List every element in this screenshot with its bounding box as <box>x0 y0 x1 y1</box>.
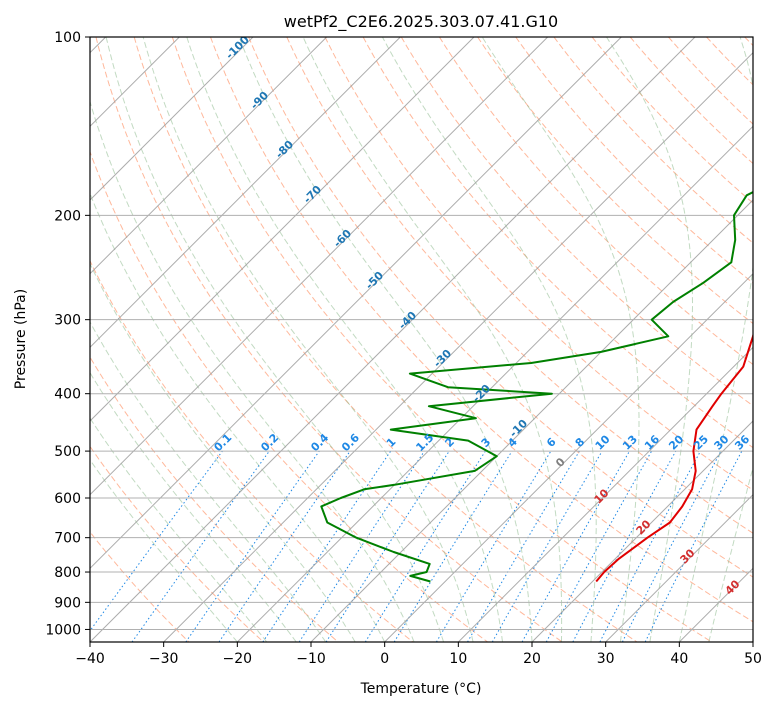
moist-adiabat <box>90 417 268 642</box>
dry-adiabat <box>477 37 753 325</box>
moist-adiabat <box>678 37 753 642</box>
plot-frame <box>89 36 754 643</box>
moist-adiabat <box>142 37 474 642</box>
isotherm <box>90 37 254 201</box>
x-tick-label: 30 <box>597 651 615 667</box>
mixing-ratio-line <box>325 450 450 642</box>
dry-adiabat <box>591 37 753 204</box>
isotherm <box>310 199 753 642</box>
y-tick-label: 100 <box>54 30 81 46</box>
y-tick-label: 800 <box>54 565 81 581</box>
y-tick-label: 1000 <box>45 622 81 638</box>
y-tick-label: 600 <box>54 491 81 507</box>
isotherm <box>90 37 401 349</box>
dry-adiabat <box>95 37 563 642</box>
x-axis-label: Temperature (°C) <box>360 681 482 697</box>
y-tick-label: 500 <box>54 444 81 460</box>
background-lines <box>90 37 753 642</box>
isotherm <box>531 420 753 642</box>
dry-adiabat <box>629 37 753 165</box>
dry-adiabat <box>248 37 753 578</box>
moist-adiabat <box>90 459 238 642</box>
isotherm <box>90 37 549 496</box>
dry-adiabat <box>90 445 264 642</box>
dry-adiabat <box>210 37 753 623</box>
dry-adiabat <box>515 37 753 284</box>
dry-adiabat <box>438 37 753 366</box>
mixing-ratio-line <box>545 450 653 642</box>
y-axis: 1000 900 800 700 600 500 400 300 200 100 <box>45 30 90 638</box>
dry-adiabat <box>171 37 712 642</box>
isotherm <box>457 346 753 642</box>
mixing-ratio-line <box>298 450 425 642</box>
x-tick-label: 50 <box>744 651 762 667</box>
y-axis-label: Pressure (hPa) <box>13 289 29 389</box>
isotherm <box>605 493 753 642</box>
x-tick-label: 20 <box>523 651 541 667</box>
y-tick-label: 900 <box>54 595 81 611</box>
dry-adiabat <box>362 37 753 449</box>
temperature-line <box>595 332 753 583</box>
mixing-ratio-line <box>90 450 223 632</box>
isotherm <box>90 37 328 275</box>
moist-adiabat <box>481 37 640 642</box>
sounding-series <box>320 191 753 583</box>
moist-adiabat <box>381 37 597 642</box>
x-tick-label: 0 <box>380 651 389 667</box>
dry-adiabat <box>90 356 339 642</box>
dry-adiabat <box>400 37 753 407</box>
y-tick-label: 400 <box>54 387 81 403</box>
mixing-ratio-line <box>218 450 351 642</box>
moist-adiabat <box>302 37 563 642</box>
mixing-ratio-line <box>185 450 320 642</box>
mixing-ratio-line <box>262 450 392 642</box>
isotherm <box>236 125 753 642</box>
x-tick-label: −20 <box>223 651 253 667</box>
x-tick-label: 10 <box>449 651 467 667</box>
mixing-ratio-line <box>521 450 630 642</box>
x-tick-label: −40 <box>75 651 105 667</box>
isotherm <box>90 37 475 422</box>
x-tick-label: −30 <box>149 651 179 667</box>
x-tick-label: 40 <box>670 651 688 667</box>
dry-adiabat <box>90 259 414 642</box>
isotherm <box>384 272 753 642</box>
isotherm <box>163 51 753 642</box>
mixing-ratio-line <box>393 450 513 642</box>
dewpoint-line <box>320 191 753 583</box>
dry-adiabat <box>90 531 190 642</box>
x-tick-label: −10 <box>296 651 326 667</box>
y-tick-label: 200 <box>54 208 81 224</box>
mixing-ratio-line <box>644 450 743 642</box>
moist-adiabat <box>105 37 445 642</box>
moist-adiabat <box>606 37 693 642</box>
y-tick-label: 300 <box>54 313 81 329</box>
moist-adiabat <box>90 371 297 642</box>
moist-adiabat <box>90 192 386 642</box>
moist-adiabat <box>90 262 356 642</box>
mixing-ratio-line <box>131 450 270 642</box>
moist-adiabat <box>238 37 533 642</box>
isotherm <box>90 37 622 570</box>
chart-title: wetPf2_C2E6.2025.303.07.41.G10 <box>284 12 558 32</box>
x-axis: −40 −30 −20 −10 0 10 20 30 40 50 <box>75 642 762 667</box>
dry-adiabat <box>133 37 638 642</box>
isotherm <box>90 37 696 642</box>
y-tick-label: 700 <box>54 531 81 547</box>
moist-adiabat <box>186 37 503 642</box>
